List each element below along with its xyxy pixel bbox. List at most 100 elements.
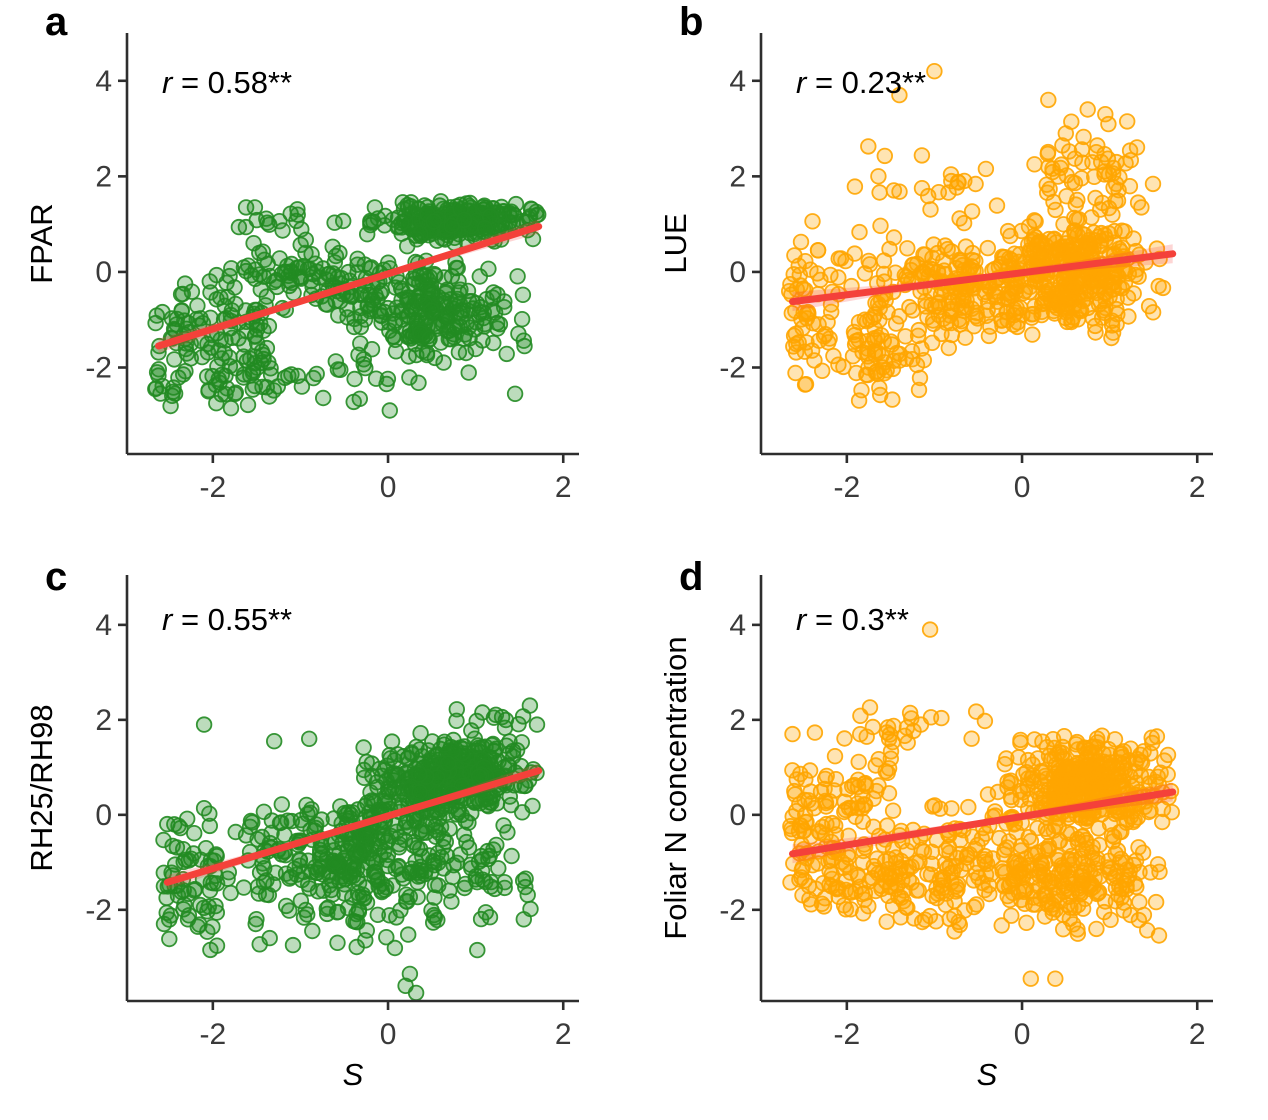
scatter-point [1088,920,1105,938]
scatter-point [850,392,868,409]
scatter-point [1065,222,1083,240]
scatter-point [897,328,914,345]
scatter-point [246,377,264,395]
scatter-point [1130,268,1147,285]
scatter-point [913,147,931,164]
scatter-point [910,882,928,899]
scatter-point [273,796,291,813]
scatter-point [408,231,426,248]
scatter-point [1126,875,1144,892]
y-tick-label: 0 [729,256,746,289]
scatter-point [940,339,958,357]
x-tick-label: 2 [555,1018,572,1051]
scatter-point [197,840,215,857]
scatter-point [401,965,419,983]
scatter-point [946,923,963,940]
scatter-point [1119,113,1136,130]
scatter-point [240,257,257,274]
scatter-points-group [780,62,1172,409]
scatter-point [1109,306,1126,323]
scatter-point [926,62,943,80]
scatter-point [292,236,309,254]
scatter-point [792,233,810,251]
scatter-point [1147,893,1165,911]
scatter-point [1040,91,1057,109]
scatter-point [304,922,321,940]
scatter-point [498,345,515,363]
scatter-point [1047,201,1064,219]
scatter-point [1003,791,1020,809]
scatter-point [315,389,332,407]
scatter-point [965,318,983,335]
scatter-point [346,370,363,388]
scatter-point [355,739,372,756]
scatter-point [373,875,391,892]
scatter-point [221,267,238,285]
scatter-point [878,913,895,930]
scatter-point [448,854,466,872]
scatter-point [155,831,172,849]
scatter-point [509,268,526,285]
scatter-point [903,710,920,727]
scatter-point [1125,813,1142,831]
scatter-point [994,317,1011,335]
scatter-point [503,847,520,865]
scatter-point [937,842,955,859]
scatter-point [361,302,379,320]
scatter-point [861,699,879,716]
y-tick-label: 4 [729,609,746,642]
scatter-point [329,934,346,952]
scatter-point [993,917,1010,934]
scatter-point [1097,292,1115,309]
scatter-point [363,792,380,809]
scatter-point [1096,903,1113,921]
scatter-point [973,830,991,847]
scatter-point [266,732,283,750]
scatter-point [258,210,275,227]
scatter-point [836,730,853,747]
scatter-point [444,868,461,886]
panel-letter: a [45,0,68,44]
scatter-point [1079,101,1096,118]
scatter-point [1013,837,1030,855]
scatter-point [249,359,266,376]
scatter-point [346,310,363,328]
scatter-point [1053,857,1070,874]
scatter-point [1129,194,1147,211]
scatter-point [1072,850,1090,867]
scatter-point [172,819,189,837]
scatter-point [1065,760,1082,777]
scatter-point [278,263,296,281]
scatter-point [884,391,901,408]
scatter-point [519,886,536,904]
y-axis-title: RH25/RH98 [24,704,59,871]
scatter-point [1103,329,1120,347]
correlation-label: r = 0.3** [796,602,909,637]
scatter-point [289,201,306,218]
scatter-point [1064,278,1081,295]
scatter-points-group [147,193,547,419]
scatter-point [876,147,894,165]
scatter-point [850,868,867,886]
scatter-point [407,984,425,1002]
scatter-point [1154,813,1171,831]
scatter-point [499,824,516,841]
scatter-point [1025,305,1042,323]
scatter-point [851,223,868,241]
scatter-point [998,839,1016,856]
scatter-point [182,350,200,367]
scatter-point [809,242,827,259]
y-tick-label: 4 [95,65,112,98]
scatter-point [1054,744,1071,762]
scatter-point [515,911,533,928]
x-tick-label: 0 [380,471,397,504]
scatter-point [839,780,856,798]
scatter-point [804,213,821,230]
scatter-point [288,212,305,230]
x-tick-label: 2 [1189,471,1206,504]
scatter-point [274,222,291,239]
scatter-point [878,817,896,834]
scatter-point [1131,893,1148,911]
scatter-point [514,286,532,304]
scatter-point [288,866,306,883]
